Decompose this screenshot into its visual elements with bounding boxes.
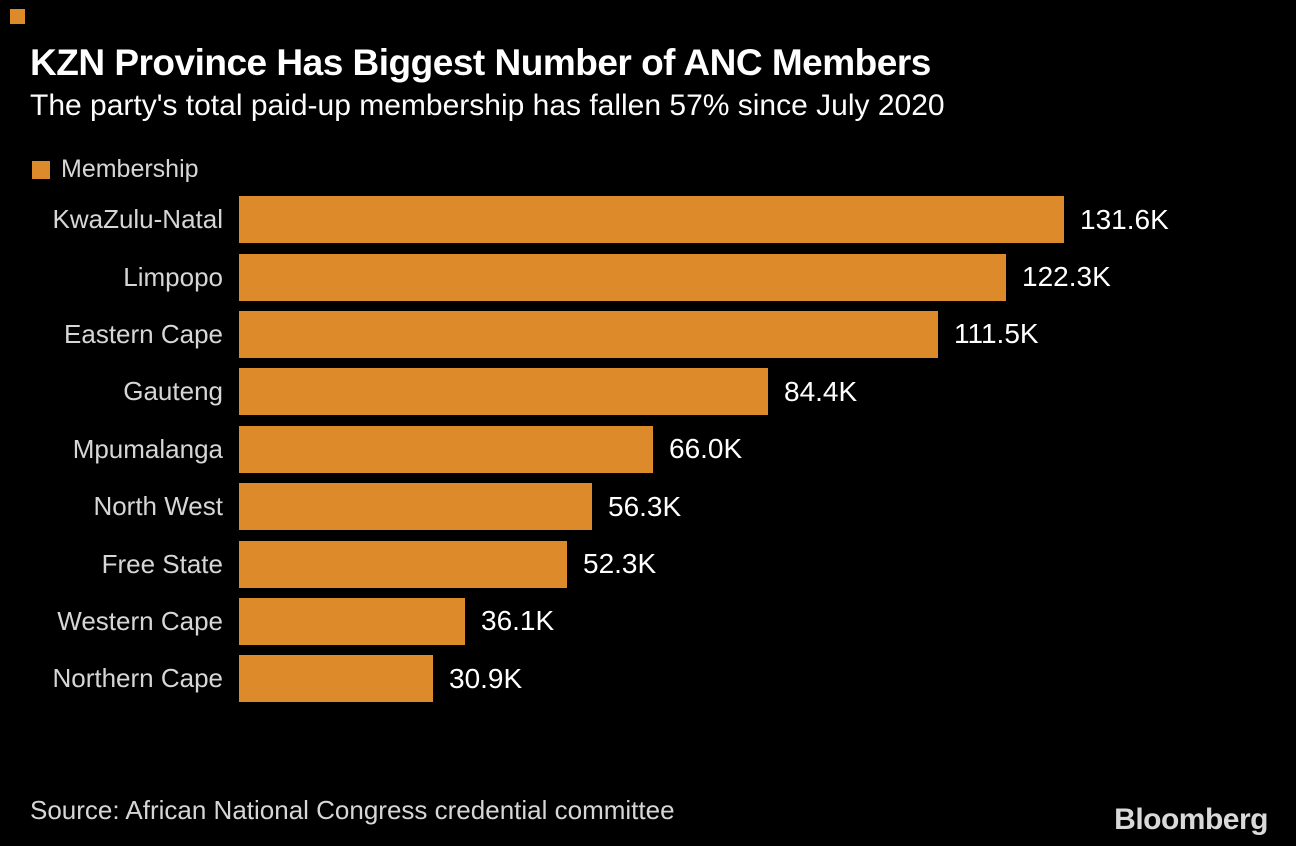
bar-row: KwaZulu-Natal 131.6K: [0, 191, 1296, 248]
category-label: Eastern Cape: [64, 318, 223, 349]
category-label: KwaZulu-Natal: [52, 204, 223, 235]
chart-subtitle: The party's total paid-up membership has…: [30, 89, 945, 122]
value-label: 122.3K: [1022, 261, 1111, 293]
bar-row: Northern Cape 30.9K: [0, 650, 1296, 707]
bar-row: Gauteng 84.4K: [0, 363, 1296, 420]
bar-row: Eastern Cape 111.5K: [0, 306, 1296, 363]
value-label: 30.9K: [449, 662, 523, 694]
value-label: 36.1K: [481, 605, 555, 637]
membership-bar: [239, 655, 433, 703]
membership-bar: [239, 368, 768, 416]
legend-label: Membership: [61, 155, 199, 183]
category-label: Mpumalanga: [72, 433, 223, 464]
bloomberg-logo: Bloomberg: [1114, 803, 1268, 836]
bar-row: Free State 52.3K: [0, 535, 1296, 592]
value-label: 84.4K: [784, 375, 858, 407]
membership-bar: [239, 196, 1064, 244]
membership-bar: [239, 597, 465, 645]
bar-row: Mpumalanga 66.0K: [0, 421, 1296, 478]
bar-row: Limpopo 122.3K: [0, 248, 1296, 305]
category-label: Limpopo: [123, 261, 223, 292]
value-label: 111.5K: [954, 318, 1039, 350]
value-label: 66.0K: [669, 433, 743, 465]
bar-row: Western Cape 36.1K: [0, 593, 1296, 650]
membership-bar: [239, 253, 1006, 301]
category-label: Gauteng: [123, 376, 223, 407]
source-note: Source: African National Congress creden…: [30, 795, 675, 825]
legend: Membership: [32, 155, 199, 184]
membership-bar: [239, 310, 938, 358]
legend-swatch-icon: [32, 160, 50, 179]
membership-bar: [239, 425, 653, 473]
membership-bar: [239, 483, 592, 531]
value-label: 52.3K: [583, 548, 657, 580]
bar-row: North West 56.3K: [0, 478, 1296, 535]
category-label: North West: [93, 491, 223, 522]
bloomberg-corner-accent-square: [10, 9, 25, 24]
category-label: Northern Cape: [52, 663, 223, 694]
value-label: 56.3K: [608, 490, 682, 522]
value-label: 131.6K: [1080, 203, 1169, 235]
membership-bar: [239, 540, 567, 588]
bar-chart: KwaZulu-Natal 131.6K Limpopo 122.3K Eastern …: [0, 191, 1296, 708]
category-label: Free State: [101, 548, 223, 579]
category-label: Western Cape: [57, 605, 223, 636]
chart-title: KZN Province Has Biggest Number of ANC M…: [30, 42, 931, 83]
